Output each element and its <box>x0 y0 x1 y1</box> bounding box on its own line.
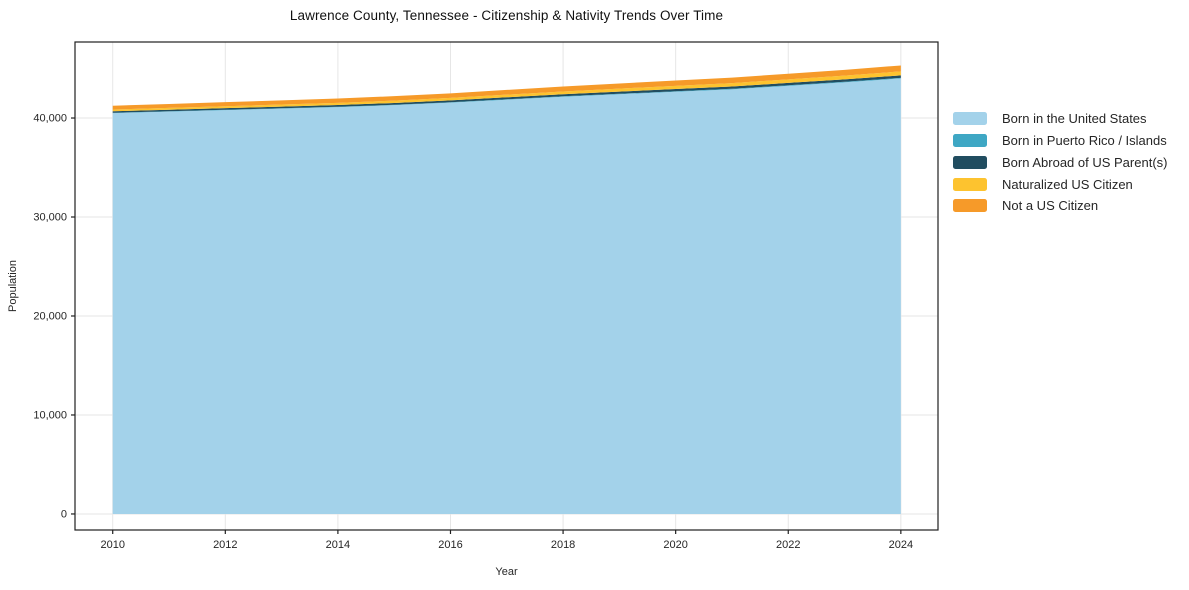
y-tick-label: 10,000 <box>33 409 67 421</box>
legend-item: Not a US Citizen <box>953 195 1167 217</box>
legend-item: Born in Puerto Rico / Islands <box>953 130 1167 152</box>
legend-item: Born Abroad of US Parent(s) <box>953 152 1167 174</box>
legend-swatch <box>953 134 987 148</box>
x-tick-label: 2012 <box>213 539 237 551</box>
plot-frame <box>74 41 939 531</box>
x-tick-label: 2014 <box>326 539 350 551</box>
chart-title: Lawrence County, Tennessee - Citizenship… <box>289 8 724 23</box>
legend-label: Not a US Citizen <box>1002 198 1099 214</box>
legend-label: Naturalized US Citizen <box>1002 176 1133 192</box>
area-series <box>112 71 901 112</box>
legend-label: Born in Puerto Rico / Islands <box>1002 133 1167 149</box>
legend-swatch <box>953 177 987 191</box>
legend-label: Born in the United States <box>1002 111 1147 127</box>
y-axis-label: Population <box>7 260 19 312</box>
x-tick-label: 2022 <box>776 539 800 551</box>
legend-item: Born in the United States <box>953 108 1167 130</box>
x-tick-label: 2018 <box>551 539 575 551</box>
area-series <box>112 65 901 110</box>
legend: Born in the United States Born in Puerto … <box>953 108 1167 217</box>
x-tick-label: 2024 <box>889 539 913 551</box>
legend-swatch <box>953 199 987 213</box>
legend-label: Born Abroad of US Parent(s) <box>1002 154 1168 170</box>
y-tick-label: 30,000 <box>33 212 67 224</box>
legend-item: Naturalized US Citizen <box>953 173 1167 195</box>
y-tick-label: 20,000 <box>33 310 67 322</box>
area-series <box>112 78 901 514</box>
x-tick-label: 2016 <box>438 539 462 551</box>
x-tick-label: 2020 <box>663 539 687 551</box>
y-tick-label: 0 <box>61 508 67 520</box>
y-tick-label: 40,000 <box>33 113 67 125</box>
legend-swatch <box>953 112 987 126</box>
x-tick-label: 2010 <box>100 539 124 551</box>
legend-swatch <box>953 155 987 169</box>
x-axis-label: Year <box>495 566 518 578</box>
